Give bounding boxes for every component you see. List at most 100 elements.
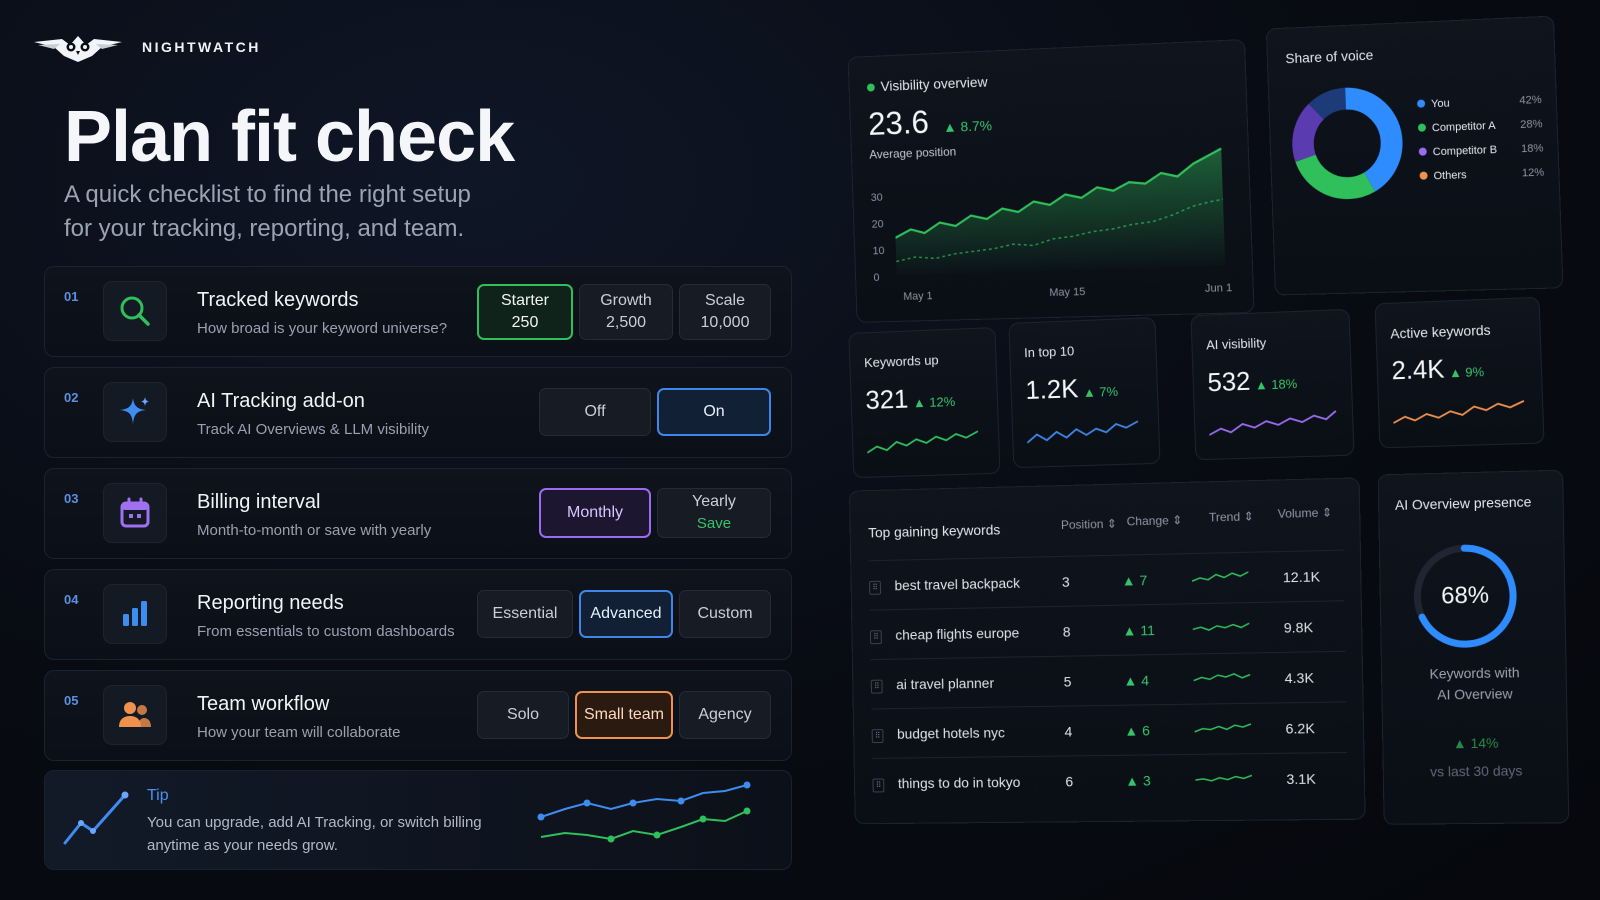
step-number: 02 xyxy=(64,390,78,405)
change-cell: ▲ 7 xyxy=(1121,554,1192,606)
stat-delta: ▲ 18% xyxy=(1255,376,1298,392)
step-team-workflow: 05 Team workflow How your team will coll… xyxy=(44,670,792,761)
option-small-team[interactable]: Small team xyxy=(575,691,673,739)
table-row[interactable]: ⠿ cheap flights europe 8 ▲ 11 9.8K xyxy=(870,601,1346,660)
option-growth[interactable]: Growth 2,500 xyxy=(579,284,673,340)
legend-value: 28% xyxy=(1520,112,1543,137)
bar-chart-icon xyxy=(103,584,167,644)
position-cell: 4 xyxy=(1064,705,1125,756)
visibility-chart xyxy=(893,140,1236,281)
option-advanced[interactable]: Advanced xyxy=(579,590,673,638)
checklist: 01 Tracked keywords How broad is your ke… xyxy=(44,266,792,771)
table-row[interactable]: ⠿ budget hotels nyc 4 ▲ 6 6.2K xyxy=(871,702,1347,758)
table-row[interactable]: ⠿ ai travel planner 5 ▲ 4 4.3K xyxy=(870,651,1346,709)
legend-label: You xyxy=(1431,98,1450,111)
subtitle-line-1: A quick checklist to find the right setu… xyxy=(64,178,544,212)
team-selector: Solo Small team Agency xyxy=(477,691,771,739)
legend-label: Competitor A xyxy=(1432,120,1496,134)
ai-overview-panel: AI Overview presence 68% Keywords with A… xyxy=(1378,470,1570,825)
option-custom[interactable]: Custom xyxy=(679,590,771,638)
trend-cell xyxy=(1192,602,1284,654)
stat-value: 1.2K xyxy=(1025,373,1079,405)
step-reporting-needs: 04 Reporting needs From essentials to cu… xyxy=(44,569,792,660)
brand-name: NIGHTWATCH xyxy=(142,39,261,55)
step-number: 04 xyxy=(64,592,78,607)
keywords-table: ⠿ best travel backpack 3 ▲ 7 12.1K ⠿ cheap fli… xyxy=(869,550,1348,808)
option-on[interactable]: On xyxy=(657,388,771,436)
option-monthly[interactable]: Monthly xyxy=(539,488,651,538)
visibility-value: 23.6 xyxy=(868,104,930,142)
column-header-volume[interactable]: Volume ⇕ xyxy=(1278,505,1333,520)
drag-handle-icon[interactable]: ⠿ xyxy=(872,729,884,743)
position-cell: 3 xyxy=(1061,555,1122,606)
option-scale[interactable]: Scale 10,000 xyxy=(679,284,771,340)
trend-cell xyxy=(1193,652,1285,704)
drag-handle-icon[interactable]: ⠿ xyxy=(870,630,882,644)
option-agency[interactable]: Agency xyxy=(679,691,771,739)
stat-card-in-top-10: In top 10 1.2K ▲ 7% xyxy=(1008,317,1160,468)
keyword-cell: budget hotels nyc xyxy=(897,706,1065,758)
keyword-cell: things to do in tokyo xyxy=(897,756,1065,808)
panel-title: Top gaining keywords xyxy=(868,521,1000,540)
legend-label: Others xyxy=(1433,169,1466,182)
option-off[interactable]: Off xyxy=(539,388,651,436)
step-number: 03 xyxy=(64,491,78,506)
step-title: Tracked keywords xyxy=(197,289,359,312)
step-description: Month-to-month or save with yearly xyxy=(197,522,431,539)
stat-sparkline xyxy=(866,425,984,459)
option-label: Starter xyxy=(501,290,549,312)
drag-handle-icon[interactable]: ⠿ xyxy=(871,679,883,693)
stat-title: AI visibility xyxy=(1206,335,1267,352)
stat-sparkline xyxy=(1026,415,1144,449)
legend-item: Others 12% xyxy=(1419,160,1544,188)
visibility-value-row: 23.6 ▲ 8.7% xyxy=(868,101,993,143)
table-row[interactable]: ⠿ things to do in tokyo 6 ▲ 3 3.1K xyxy=(872,753,1348,808)
option-solo[interactable]: Solo xyxy=(477,691,569,739)
subtitle-line-2: for your tracking, reporting, and team. xyxy=(64,212,544,246)
change-cell: ▲ 3 xyxy=(1125,754,1196,805)
step-description: How broad is your keyword universe? xyxy=(197,320,447,337)
trend-up-icon xyxy=(61,789,131,849)
step-ai-tracking: 02 AI Tracking add-on Track AI Overviews… xyxy=(44,367,792,458)
drag-handle-icon[interactable]: ⠿ xyxy=(872,778,884,792)
option-label: Yearly xyxy=(692,491,736,513)
y-tick: 20 xyxy=(871,212,884,239)
step-number: 05 xyxy=(64,693,78,708)
column-header-trend[interactable]: Trend ⇕ xyxy=(1209,509,1254,524)
stat-title: Active keywords xyxy=(1390,322,1491,342)
volume-cell: 6.2K xyxy=(1285,702,1347,753)
column-header-change[interactable]: Change ⇕ xyxy=(1127,513,1183,528)
step-title: Team workflow xyxy=(197,693,329,716)
stat-value: 2.4K xyxy=(1391,354,1445,386)
option-starter[interactable]: Starter 250 xyxy=(477,284,573,340)
step-title: Billing interval xyxy=(197,491,320,514)
ai-overview-delta: ▲ 14% xyxy=(1383,734,1569,752)
column-header-position[interactable]: Position ⇕ xyxy=(1061,517,1117,532)
sparkle-icon xyxy=(103,382,167,442)
step-description: From essentials to custom dashboards xyxy=(197,623,455,640)
option-yearly[interactable]: Yearly Save xyxy=(657,488,771,538)
stat-delta: ▲ 7% xyxy=(1083,384,1119,400)
step-description: How your team will collaborate xyxy=(197,724,400,741)
trend-sparkline xyxy=(1193,669,1254,686)
change-cell: ▲ 6 xyxy=(1124,704,1195,755)
legend-label: Competitor B xyxy=(1433,144,1498,158)
stat-card-keywords-up: Keywords up 321 ▲ 12% xyxy=(848,327,1000,478)
step-title: Reporting needs xyxy=(197,592,344,615)
volume-cell: 9.8K xyxy=(1283,601,1345,653)
tip-sparkline xyxy=(535,781,765,861)
drag-handle-icon[interactable]: ⠿ xyxy=(869,580,881,594)
panel-title: Share of voice xyxy=(1285,47,1373,67)
trend-cell xyxy=(1194,703,1286,755)
share-of-voice-panel: Share of voice You 42% Competitor A 28% Co… xyxy=(1266,16,1564,296)
calendar-icon xyxy=(103,483,167,543)
stat-delta: ▲ 12% xyxy=(913,394,956,410)
ai-overview-label: Keywords with AI Overview xyxy=(1382,661,1568,706)
option-value: 10,000 xyxy=(701,312,750,334)
trend-cell xyxy=(1191,551,1283,603)
option-value: 250 xyxy=(512,312,539,334)
option-essential[interactable]: Essential xyxy=(477,590,573,638)
step-description: Track AI Overviews & LLM visibility xyxy=(197,421,429,438)
tip-text: You can upgrade, add AI Tracking, or swi… xyxy=(147,811,517,857)
stat-card-active-keywords: Active keywords 2.4K ▲ 9% xyxy=(1375,297,1545,449)
